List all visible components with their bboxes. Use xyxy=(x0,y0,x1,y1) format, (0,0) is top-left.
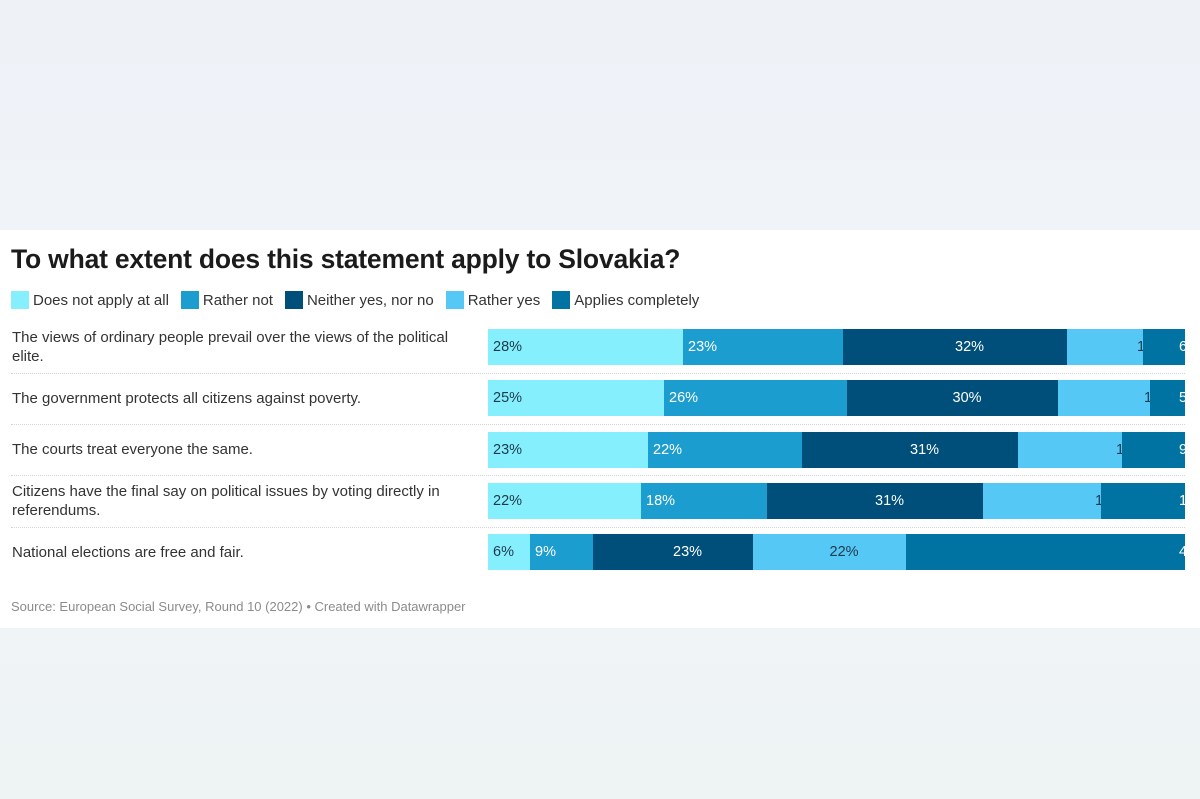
stacked-bar: 28%23%32%11%6% xyxy=(488,329,1200,365)
bar-segment xyxy=(983,482,1101,519)
bar-segment xyxy=(1058,380,1150,417)
bar-segment xyxy=(802,431,1018,468)
row-separator xyxy=(11,372,1185,374)
row-label: Citizens have the final say on political… xyxy=(12,482,440,519)
data-label: 23% xyxy=(688,339,718,355)
bar-segment xyxy=(488,431,648,468)
stacked-bar: 22%18%31%17%12% xyxy=(488,482,1200,519)
legend-item: Rather yes xyxy=(445,291,541,309)
data-label: 6% xyxy=(493,544,514,561)
row-label: The views of ordinary people prevail ove… xyxy=(12,329,449,365)
row-label: The government protects all citizens aga… xyxy=(12,389,362,407)
legend-swatch xyxy=(11,291,29,309)
data-label: 23% xyxy=(673,544,703,561)
data-label: 22% xyxy=(653,441,683,458)
data-label: 30% xyxy=(952,390,982,407)
data-label: 40% xyxy=(1179,544,1200,561)
row-separator xyxy=(11,424,1185,426)
bar-segment xyxy=(1067,329,1143,365)
data-label: 31% xyxy=(875,492,905,509)
legend: Does not apply at all Rather not Neither y… xyxy=(11,291,711,309)
legend-swatch xyxy=(445,291,464,309)
bar-segment xyxy=(530,534,593,571)
bar-segment xyxy=(1018,431,1122,468)
row-label: The courts treat everyone the same. xyxy=(12,441,253,459)
bar-segment xyxy=(683,329,843,365)
data-label: 9% xyxy=(535,544,556,561)
bar-segment xyxy=(664,380,847,417)
legend-label: Neither yes, nor no xyxy=(306,291,434,309)
data-label: 22% xyxy=(493,492,523,509)
data-label: 23% xyxy=(493,441,523,458)
chart-card: To what extent does this statement apply… xyxy=(0,230,1200,628)
legend-swatch xyxy=(284,291,303,309)
stacked-bar: 6% 9% 23% 22% 40% xyxy=(488,534,1200,571)
bar-segment xyxy=(767,482,983,519)
stacked-bar: 25%26%30%13%5% xyxy=(488,380,1200,417)
bar-segment xyxy=(1150,380,1185,417)
bar-segment xyxy=(488,329,683,365)
stacked-bar: 23%22%31%15%9% xyxy=(488,431,1200,468)
data-label: 18% xyxy=(646,492,676,509)
source-note: Source: European Social Survey, Round 10… xyxy=(11,599,466,614)
legend-label: Applies completely xyxy=(574,291,700,309)
legend-item: Neither yes, nor no xyxy=(284,291,434,309)
data-label: 25% xyxy=(493,390,523,407)
bar-segment xyxy=(843,329,1067,365)
legend-label: Rather not xyxy=(202,291,273,309)
row-separator xyxy=(11,526,1185,528)
row-label: National elections are free and fair. xyxy=(12,543,244,561)
bar-segment xyxy=(1101,482,1185,519)
bar-segment xyxy=(593,534,753,571)
data-label: 26% xyxy=(669,390,699,407)
bar-segment xyxy=(753,534,906,571)
legend-label: Rather yes xyxy=(467,291,541,309)
bar-segment xyxy=(648,431,802,468)
data-label: 31% xyxy=(910,441,940,458)
legend-item: Rather not xyxy=(180,291,273,309)
bar-segment xyxy=(1122,431,1185,468)
data-label: 9% xyxy=(1179,441,1200,458)
legend-item: Applies completely xyxy=(552,291,699,309)
bar-segment xyxy=(1143,329,1185,365)
bar-segment xyxy=(488,534,530,571)
legend-label: Does not apply at all xyxy=(33,291,169,309)
data-label: 12% xyxy=(1179,492,1200,509)
legend-swatch xyxy=(180,291,199,309)
data-label: 22% xyxy=(829,544,859,561)
legend-item: Does not apply at all xyxy=(11,291,169,309)
bar-segment xyxy=(488,380,664,417)
data-label: 32% xyxy=(955,339,985,355)
bar-segment xyxy=(488,482,641,519)
row-separator xyxy=(11,475,1185,477)
bar-segment xyxy=(906,534,1185,571)
chart-title: To what extent does this statement apply… xyxy=(11,244,681,274)
bar-segment xyxy=(847,380,1058,417)
data-label: 5% xyxy=(1179,390,1200,407)
data-label: 6% xyxy=(1179,339,1200,355)
bar-segment xyxy=(641,482,767,519)
data-label: 28% xyxy=(493,339,523,355)
legend-swatch xyxy=(552,291,571,309)
